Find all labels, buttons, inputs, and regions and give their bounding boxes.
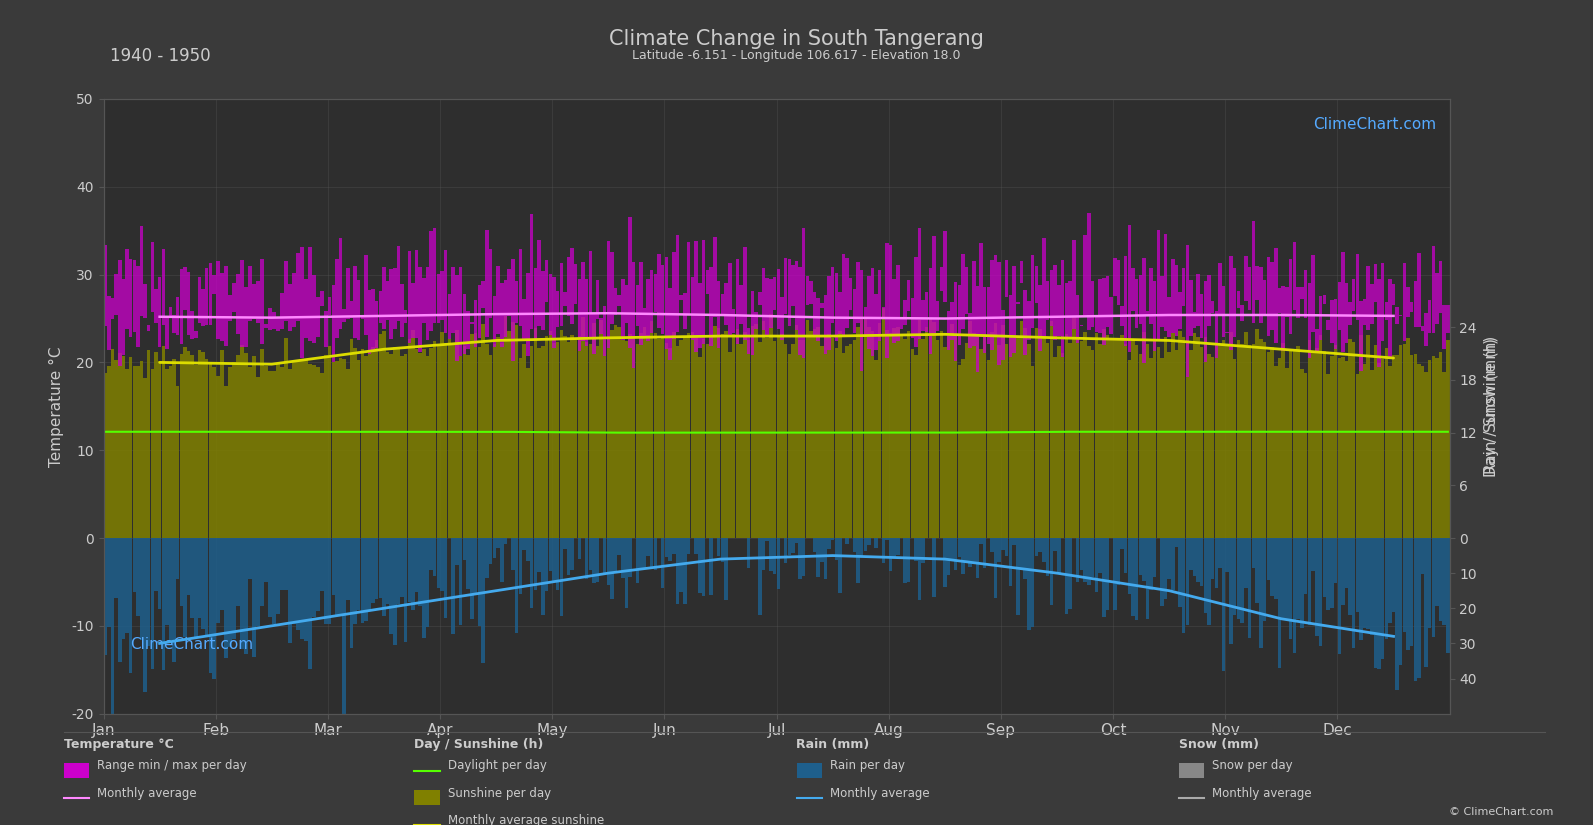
Text: Climate Change in South Tangerang: Climate Change in South Tangerang	[609, 29, 984, 49]
Text: Monthly average sunshine: Monthly average sunshine	[448, 813, 604, 825]
Y-axis label: Rain / Snow (mm): Rain / Snow (mm)	[1485, 338, 1499, 474]
Text: Day / Sunshine (h): Day / Sunshine (h)	[414, 738, 543, 752]
Text: Sunshine per day: Sunshine per day	[448, 787, 551, 799]
Text: Temperature °C: Temperature °C	[64, 738, 174, 752]
Y-axis label: Day / Sunshine (h): Day / Sunshine (h)	[1485, 336, 1499, 477]
Text: Monthly average: Monthly average	[97, 787, 198, 799]
Text: Daylight per day: Daylight per day	[448, 759, 546, 772]
Text: Snow per day: Snow per day	[1212, 759, 1294, 772]
Text: Monthly average: Monthly average	[830, 787, 930, 799]
Text: © ClimeChart.com: © ClimeChart.com	[1448, 807, 1553, 817]
Text: Snow (mm): Snow (mm)	[1179, 738, 1258, 752]
Y-axis label: Temperature °C: Temperature °C	[49, 346, 64, 467]
Text: Range min / max per day: Range min / max per day	[97, 759, 247, 772]
Text: ClimeChart.com: ClimeChart.com	[1313, 117, 1437, 133]
Text: Rain per day: Rain per day	[830, 759, 905, 772]
Text: Latitude -6.151 - Longitude 106.617 - Elevation 18.0: Latitude -6.151 - Longitude 106.617 - El…	[632, 50, 961, 63]
Text: Monthly average: Monthly average	[1212, 787, 1313, 799]
Text: ClimeChart.com: ClimeChart.com	[131, 637, 253, 652]
Text: 1940 - 1950: 1940 - 1950	[110, 47, 210, 65]
Text: Rain (mm): Rain (mm)	[796, 738, 870, 752]
